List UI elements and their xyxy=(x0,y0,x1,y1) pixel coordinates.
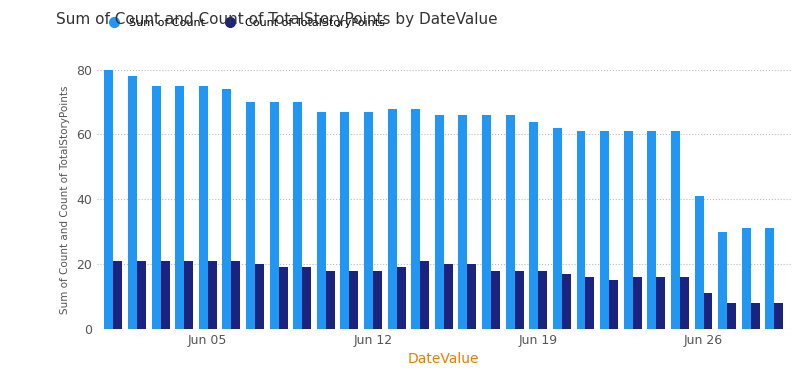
Bar xyxy=(435,115,444,329)
Bar xyxy=(633,277,642,329)
Bar xyxy=(647,131,656,329)
Bar xyxy=(128,76,137,329)
Bar xyxy=(232,261,240,329)
Bar xyxy=(576,131,586,329)
Bar xyxy=(223,89,232,329)
Bar xyxy=(161,261,169,329)
Bar xyxy=(137,261,146,329)
Bar xyxy=(349,271,358,329)
Bar xyxy=(586,277,595,329)
Bar xyxy=(302,267,312,329)
Bar xyxy=(553,128,562,329)
Bar xyxy=(775,303,784,329)
Bar xyxy=(515,271,524,329)
Bar xyxy=(104,70,113,329)
Bar xyxy=(656,277,665,329)
Bar xyxy=(293,102,302,329)
Bar xyxy=(207,261,217,329)
Bar xyxy=(765,228,775,329)
Bar xyxy=(538,271,547,329)
Bar xyxy=(317,112,326,329)
Bar xyxy=(704,293,713,329)
Bar xyxy=(444,264,453,329)
Bar xyxy=(624,131,633,329)
X-axis label: DateValue: DateValue xyxy=(408,353,479,366)
Bar xyxy=(199,86,207,329)
Bar xyxy=(387,108,396,329)
Bar xyxy=(412,108,420,329)
Bar xyxy=(506,115,515,329)
Bar xyxy=(718,232,727,329)
Bar xyxy=(491,271,500,329)
Bar xyxy=(609,280,618,329)
Bar xyxy=(482,115,491,329)
Text: Sum of Count and Count of TotalStoryPoints by DateValue: Sum of Count and Count of TotalStoryPoin… xyxy=(56,12,498,27)
Bar xyxy=(600,131,609,329)
Bar xyxy=(270,102,278,329)
Bar xyxy=(341,112,349,329)
Bar xyxy=(184,261,193,329)
Bar xyxy=(255,264,264,329)
Bar xyxy=(420,261,429,329)
Bar xyxy=(529,122,538,329)
Bar xyxy=(562,274,571,329)
Bar xyxy=(467,264,476,329)
Bar xyxy=(152,86,161,329)
Bar xyxy=(278,267,287,329)
Bar xyxy=(458,115,467,329)
Bar xyxy=(671,131,680,329)
Bar xyxy=(695,196,704,329)
Bar xyxy=(326,271,335,329)
Legend: Sum of Count, Count of TotalStoryPoints: Sum of Count, Count of TotalStoryPoints xyxy=(102,18,385,28)
Bar xyxy=(364,112,373,329)
Bar xyxy=(373,271,382,329)
Y-axis label: Sum of Count and Count of TotalStoryPoints: Sum of Count and Count of TotalStoryPoin… xyxy=(61,85,70,313)
Bar xyxy=(727,303,736,329)
Bar xyxy=(680,277,689,329)
Bar xyxy=(246,102,255,329)
Bar xyxy=(175,86,184,329)
Bar xyxy=(751,303,759,329)
Bar xyxy=(396,267,406,329)
Bar xyxy=(113,261,123,329)
Bar xyxy=(742,228,751,329)
